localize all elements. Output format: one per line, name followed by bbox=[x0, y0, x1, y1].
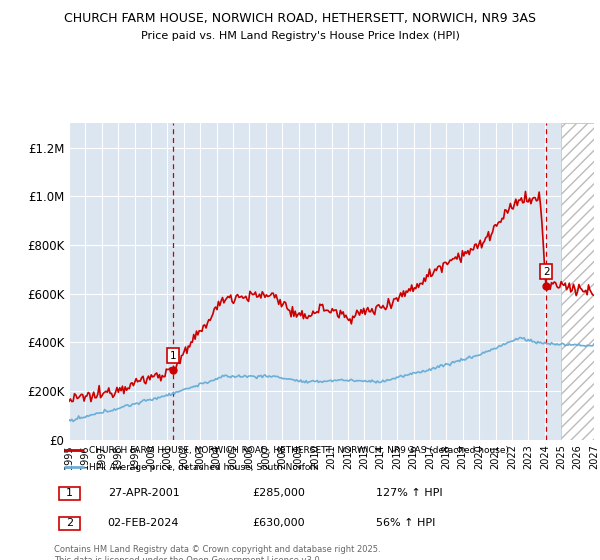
Text: HPI: Average price, detached house, South Norfolk: HPI: Average price, detached house, Sout… bbox=[89, 463, 318, 472]
Text: 56% ↑ HPI: 56% ↑ HPI bbox=[376, 519, 436, 529]
Text: £285,000: £285,000 bbox=[253, 488, 305, 498]
Text: Contains HM Land Registry data © Crown copyright and database right 2025.
This d: Contains HM Land Registry data © Crown c… bbox=[54, 545, 380, 560]
Text: CHURCH FARM HOUSE, NORWICH ROAD, HETHERSETT, NORWICH, NR9 3AS (detached house): CHURCH FARM HOUSE, NORWICH ROAD, HETHERS… bbox=[89, 446, 509, 455]
Text: £630,000: £630,000 bbox=[253, 519, 305, 529]
Bar bbox=[561, 123, 594, 440]
Text: 2: 2 bbox=[66, 519, 73, 529]
Text: 1: 1 bbox=[66, 488, 73, 498]
Text: CHURCH FARM HOUSE, NORWICH ROAD, HETHERSETT, NORWICH, NR9 3AS: CHURCH FARM HOUSE, NORWICH ROAD, HETHERS… bbox=[64, 12, 536, 25]
Text: 27-APR-2001: 27-APR-2001 bbox=[108, 488, 179, 498]
Text: 2: 2 bbox=[543, 267, 550, 277]
FancyBboxPatch shape bbox=[59, 487, 80, 500]
Text: 02-FEB-2024: 02-FEB-2024 bbox=[108, 519, 179, 529]
Text: 1: 1 bbox=[170, 351, 176, 361]
Text: 127% ↑ HPI: 127% ↑ HPI bbox=[376, 488, 443, 498]
FancyBboxPatch shape bbox=[59, 517, 80, 530]
Text: Price paid vs. HM Land Registry's House Price Index (HPI): Price paid vs. HM Land Registry's House … bbox=[140, 31, 460, 41]
